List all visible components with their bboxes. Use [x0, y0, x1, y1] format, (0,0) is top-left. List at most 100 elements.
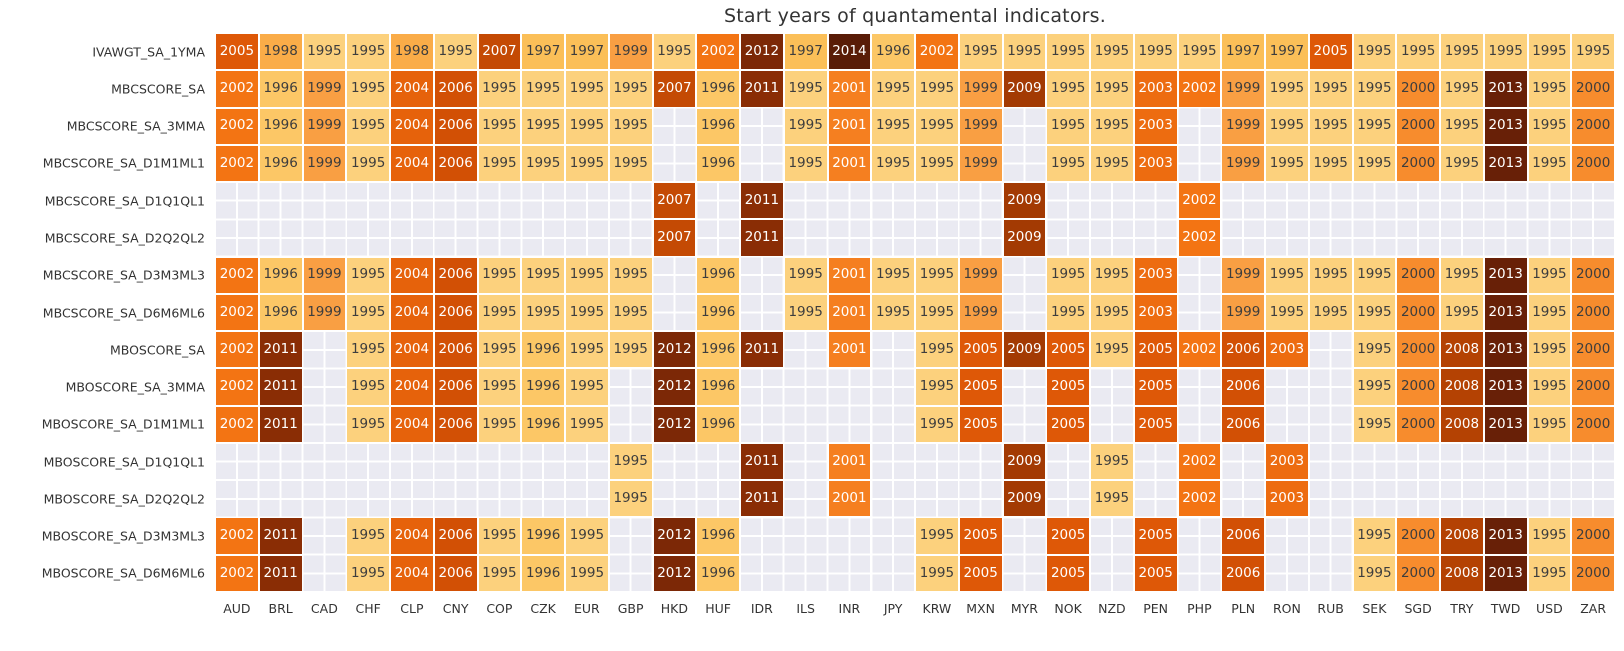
- heatmap-cell: 2005: [1046, 517, 1090, 555]
- heatmap-cell: 2011: [258, 554, 303, 592]
- heatmap-cell: 2007: [652, 182, 697, 220]
- heatmap-cell: 1996: [696, 554, 740, 592]
- heatmap-cell: 1999: [302, 256, 347, 294]
- heatmap-cell: 1995: [915, 70, 959, 108]
- heatmap-cell: 2005: [1133, 368, 1178, 406]
- heatmap-cell: 2012: [652, 368, 697, 406]
- heatmap-cell: 2004: [390, 331, 434, 369]
- heatmap-cell: 2002: [1177, 480, 1222, 518]
- heatmap-cell: 1996: [696, 368, 740, 406]
- heatmap-cell: 1995: [1352, 293, 1397, 332]
- col-label: CZK: [530, 601, 556, 616]
- heatmap-cell: 2013: [1483, 107, 1528, 145]
- heatmap-cell: 1995: [477, 405, 522, 443]
- heatmap-cell: 1995: [1265, 70, 1309, 108]
- heatmap-cell: 1999: [1221, 256, 1265, 294]
- heatmap-cell: 1995: [1090, 442, 1134, 481]
- heatmap-cell: 2009: [1002, 182, 1047, 220]
- heatmap-cell: 1995: [1527, 70, 1572, 108]
- heatmap-cell: 1999: [958, 70, 1003, 108]
- heatmap-cell: 2008: [1440, 331, 1484, 369]
- heatmap-cell: 1995: [1352, 554, 1397, 592]
- heatmap-cell: 1996: [258, 256, 303, 294]
- heatmap-cell: 2006: [433, 554, 478, 592]
- row-label: MBOSCORE_SA_D6M6ML6: [41, 565, 205, 581]
- col-label: CNY: [442, 601, 469, 616]
- heatmap-cell: 1995: [565, 70, 609, 108]
- heatmap-cell: 2005: [958, 368, 1003, 406]
- heatmap-cell: 2004: [390, 554, 434, 592]
- heatmap-cell: 2005: [215, 33, 259, 71]
- heatmap-cell: 1995: [1527, 107, 1572, 145]
- col-label: RUB: [1317, 601, 1344, 616]
- col-label: RON: [1272, 601, 1301, 616]
- heatmap-cell: 1996: [521, 517, 565, 555]
- heatmap-cell: 2000: [1571, 368, 1615, 406]
- heatmap-cell: 2002: [915, 33, 959, 71]
- heatmap-cell: 2000: [1396, 517, 1440, 555]
- heatmap-cell: 2011: [258, 331, 303, 369]
- heatmap-cell: 1995: [565, 517, 609, 555]
- heatmap-cell: 2012: [652, 517, 697, 555]
- heatmap-cell: 2002: [1177, 442, 1222, 481]
- heatmap-cell: 2007: [477, 33, 522, 71]
- heatmap-cell: 1995: [1440, 144, 1484, 183]
- heatmap-cell: 1995: [1308, 144, 1353, 183]
- heatmap-cell: 1999: [1221, 70, 1265, 108]
- heatmap-cell: 1995: [1090, 70, 1134, 108]
- heatmap-cell: 1995: [565, 107, 609, 145]
- row-label: IVAWGT_SA_1YMA: [92, 44, 205, 60]
- heatmap-cell: 2000: [1396, 554, 1440, 592]
- row-label: MBOSCORE_SA_D3M3ML3: [41, 528, 205, 544]
- row-labels: IVAWGT_SA_1YMA MBCSCORE_SA MBCSCORE_SA_3MM…: [0, 33, 205, 592]
- heatmap-cell: 2002: [215, 293, 259, 332]
- col-label: KRW: [922, 601, 952, 616]
- heatmap-cell: 2000: [1571, 70, 1615, 108]
- heatmap-cell: 2005: [1133, 331, 1178, 369]
- heatmap-cell: 1995: [871, 256, 915, 294]
- heatmap-cell: 2002: [215, 517, 259, 555]
- heatmap-cell: 2008: [1440, 405, 1484, 443]
- heatmap-cell: 2005: [1308, 33, 1353, 71]
- row-label: MBCSCORE_SA_D2Q2QL2: [44, 230, 205, 246]
- heatmap-cell: 2005: [1046, 554, 1090, 592]
- heatmap-cell: 1995: [477, 293, 522, 332]
- heatmap-cell: 1995: [915, 405, 959, 443]
- heatmap-cell: 1995: [1527, 368, 1572, 406]
- heatmap-cell: 2005: [1046, 405, 1090, 443]
- col-label: CHF: [355, 601, 381, 616]
- heatmap-cell: 1995: [1352, 331, 1397, 369]
- row-label: MBCSCORE_SA_D1Q1QL1: [44, 193, 205, 209]
- heatmap-cell: 1995: [608, 70, 653, 108]
- heatmap-cell: 2013: [1483, 517, 1528, 555]
- heatmap-cell: 2005: [1046, 331, 1090, 369]
- heatmap-cell: 2011: [258, 405, 303, 443]
- heatmap-cell: 1996: [696, 144, 740, 183]
- heatmap-cell: 1995: [1265, 107, 1309, 145]
- heatmap-cell: 1999: [958, 107, 1003, 145]
- heatmap-cell: 1995: [1352, 256, 1397, 294]
- col-label: INR: [838, 601, 861, 616]
- heatmap-cell: 2003: [1265, 442, 1309, 481]
- heatmap-cell: 1999: [958, 256, 1003, 294]
- heatmap-cell: 2001: [827, 442, 872, 481]
- heatmap-cell: 2005: [958, 405, 1003, 443]
- heatmap-cell: 2001: [827, 480, 872, 518]
- heatmap-cell: 2002: [215, 368, 259, 406]
- heatmap-cell: 2009: [1002, 219, 1047, 257]
- heatmap-cell: 1995: [1571, 33, 1615, 71]
- heatmap-cell: 1996: [521, 331, 565, 369]
- heatmap-cell: 1995: [1308, 107, 1353, 145]
- heatmap-cell: 1996: [696, 405, 740, 443]
- heatmap-cell: 2002: [1177, 182, 1222, 220]
- heatmap-cell: 1995: [1527, 144, 1572, 183]
- col-label: PEN: [1143, 601, 1169, 616]
- heatmap-cell: 2013: [1483, 70, 1528, 108]
- heatmap-cell: 2006: [1221, 331, 1265, 369]
- heatmap-cell: 1995: [346, 405, 390, 443]
- heatmap-cell: 1995: [783, 256, 828, 294]
- heatmap-cell: 1995: [1090, 293, 1134, 332]
- heatmap-cell: 2002: [696, 33, 740, 71]
- heatmap-cell: 2000: [1571, 144, 1615, 183]
- heatmap-cell: 1999: [608, 33, 653, 71]
